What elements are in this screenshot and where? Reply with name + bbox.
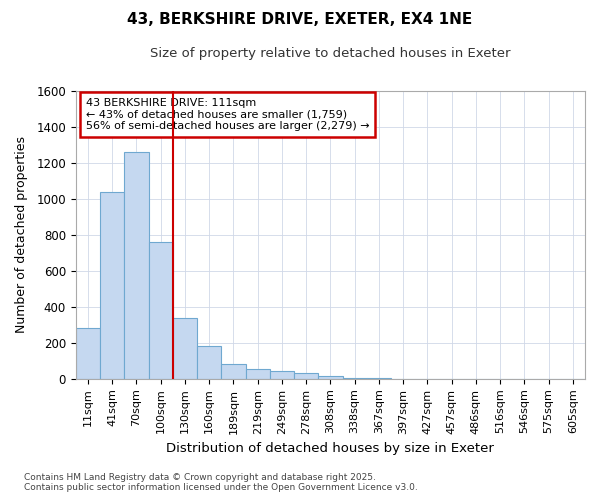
Bar xyxy=(221,364,245,379)
Title: Size of property relative to detached houses in Exeter: Size of property relative to detached ho… xyxy=(150,48,511,60)
Bar xyxy=(173,318,197,379)
Text: Contains HM Land Registry data © Crown copyright and database right 2025.
Contai: Contains HM Land Registry data © Crown c… xyxy=(24,473,418,492)
Y-axis label: Number of detached properties: Number of detached properties xyxy=(15,136,28,334)
Bar xyxy=(294,374,318,379)
Bar xyxy=(318,376,343,379)
X-axis label: Distribution of detached houses by size in Exeter: Distribution of detached houses by size … xyxy=(166,442,494,455)
Bar xyxy=(124,152,149,379)
Bar xyxy=(197,346,221,379)
Text: 43 BERKSHIRE DRIVE: 111sqm
← 43% of detached houses are smaller (1,759)
56% of s: 43 BERKSHIRE DRIVE: 111sqm ← 43% of deta… xyxy=(86,98,370,131)
Bar xyxy=(149,242,173,379)
Bar xyxy=(76,328,100,379)
Bar xyxy=(343,378,367,379)
Bar xyxy=(270,370,294,379)
Bar xyxy=(100,192,124,379)
Bar xyxy=(245,369,270,379)
Text: 43, BERKSHIRE DRIVE, EXETER, EX4 1NE: 43, BERKSHIRE DRIVE, EXETER, EX4 1NE xyxy=(127,12,473,28)
